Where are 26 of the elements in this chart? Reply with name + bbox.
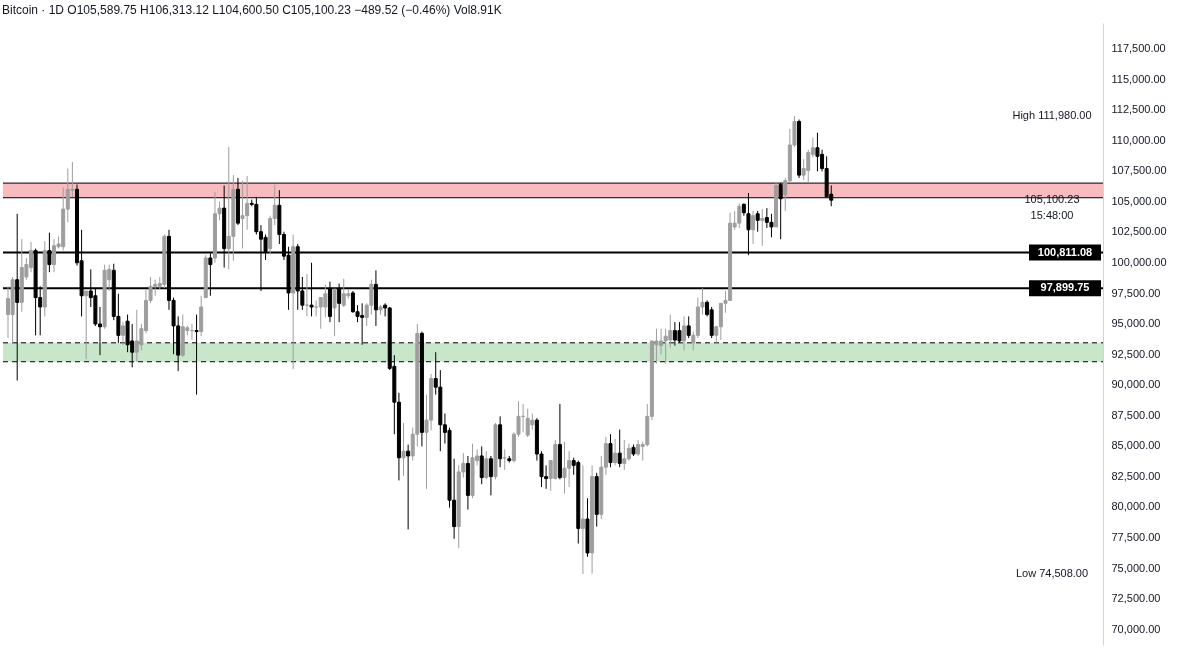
y-tick-label: 82,500.00 xyxy=(1111,469,1161,482)
y-tick-label: 80,000.00 xyxy=(1111,500,1161,513)
y-tick-label: 102,500.00 xyxy=(1111,225,1167,238)
ref-line-label: 97,899.75 xyxy=(1040,281,1090,294)
chart-title: Bitcoin · 1D O105,589.75 H106,313.12 L104,600.50 C105,100.23 −489.52 (−0.46%) Vol8.91K xyxy=(2,3,502,17)
y-tick-label: 95,000.00 xyxy=(1111,317,1161,330)
y-tick-label: 105,000.00 xyxy=(1111,194,1167,207)
y-tick-label: 75,000.00 xyxy=(1111,561,1161,574)
y-tick-label: 107,500.00 xyxy=(1111,164,1167,177)
annotation: High 111,980.00 xyxy=(1012,109,1092,122)
ref-line-label: 100,811.08 xyxy=(1037,245,1093,258)
y-tick-label: 117,500.00 xyxy=(1111,42,1166,55)
y-tick-label: 110,000.00 xyxy=(1111,133,1166,146)
y-tick-label: 85,000.00 xyxy=(1111,439,1161,452)
y-tick-label: 70,000.00 xyxy=(1111,622,1161,635)
y-tick-label: 92,500.00 xyxy=(1111,347,1161,360)
y-tick-label: 87,500.00 xyxy=(1111,408,1161,421)
y-tick-label: 97,500.00 xyxy=(1111,286,1161,299)
y-tick-label: 90,000.00 xyxy=(1111,378,1161,391)
y-tick-label: 115,000.00 xyxy=(1111,72,1166,85)
y-tick-label: 100,000.00 xyxy=(1111,256,1167,269)
y-tick-label: 77,500.00 xyxy=(1111,530,1161,543)
annotation: 15:48:00 xyxy=(1030,209,1074,222)
y-tick-label: 72,500.00 xyxy=(1111,592,1161,605)
y-tick-label: 112,500.00 xyxy=(1111,103,1166,116)
annotation: Low 74,508.00 xyxy=(1015,567,1089,580)
